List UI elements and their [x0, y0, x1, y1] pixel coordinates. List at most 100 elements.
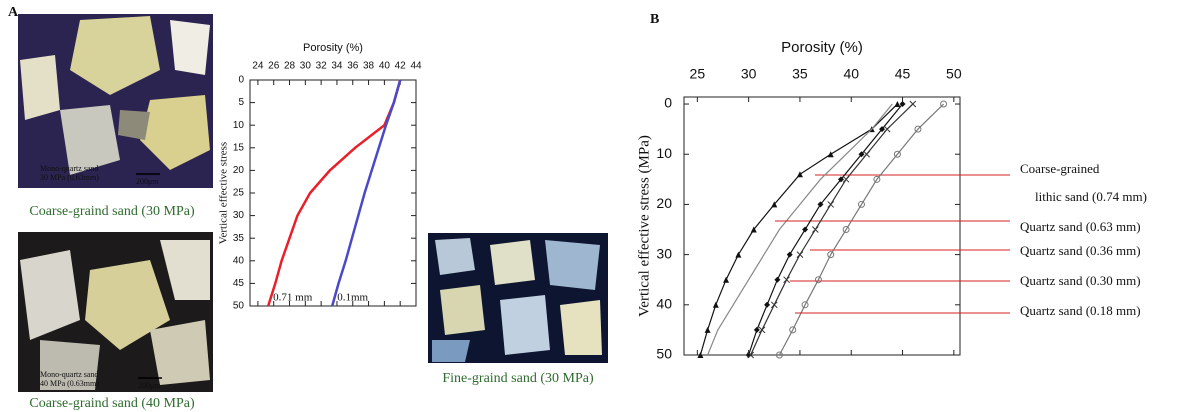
inset-text: Mono-quartz sand: [40, 370, 98, 379]
marker: [940, 100, 948, 108]
y-tick-label: 35: [233, 233, 245, 244]
marker: [817, 201, 824, 208]
marker: [801, 301, 809, 309]
marker: [712, 301, 719, 308]
x-tick-label: 30: [741, 66, 757, 82]
x-tick-label: 28: [284, 61, 296, 72]
micrograph: Mono-quartz sand 40 MPa (0.63mm) 200μm: [18, 232, 213, 392]
marker: [774, 276, 781, 283]
series-label: Quartz sand (0.18 mm): [1020, 303, 1141, 318]
x-tick-label: 50: [946, 66, 962, 82]
y-axis-title: Vertical effective stress: [218, 142, 230, 244]
y-tick-label: 15: [233, 142, 245, 153]
inset-text: 40 MPa (0.63mm): [40, 379, 99, 388]
panel-label: B: [650, 12, 659, 27]
series-label: Quartz sand (0.36 mm): [1020, 243, 1141, 258]
plot-frame: [683, 96, 961, 356]
marker: [863, 150, 870, 158]
marker: [883, 125, 891, 133]
marker: [764, 301, 771, 308]
marker: [789, 326, 797, 334]
y-tick-label: 50: [233, 301, 245, 312]
marker: [811, 226, 819, 233]
scale-text: 200μm: [138, 381, 161, 390]
series-label: Quartz sand (0.30 mm): [1020, 273, 1141, 288]
x-tick-label: 38: [363, 61, 375, 72]
marker: [796, 251, 804, 258]
series-label: 0.1mm: [337, 292, 368, 304]
marker: [747, 351, 755, 359]
y-tick-label: 0: [664, 95, 672, 111]
y-tick-label: 25: [233, 188, 245, 199]
x-tick-label: 35: [792, 66, 808, 82]
caption: Fine-graind sand (30 MPa): [442, 371, 594, 386]
y-tick-label: 5: [238, 97, 244, 108]
marker: [770, 301, 778, 309]
marker: [771, 201, 778, 208]
y-tick-label: 40: [233, 255, 245, 266]
marker: [753, 326, 760, 333]
marker: [697, 352, 704, 358]
marker: [827, 151, 834, 158]
x-tick-label: 32: [316, 61, 328, 72]
marker: [842, 175, 850, 183]
x-tick-label: 30: [300, 61, 312, 72]
marker: [893, 150, 901, 158]
x-tick-label: 45: [895, 66, 911, 82]
inset-text: 30 MPa (0.63mm): [40, 173, 99, 182]
marker: [745, 352, 752, 358]
marker: [842, 226, 850, 234]
marker: [858, 151, 865, 158]
series-label: Quartz sand (0.63 mm): [1020, 219, 1141, 234]
series-line: [750, 103, 914, 356]
marker: [858, 200, 866, 208]
marker: [814, 276, 822, 284]
y-tick-label: 10: [656, 145, 672, 161]
x-axis-title: Porosity (%): [781, 39, 863, 56]
marker: [837, 176, 844, 183]
marker: [704, 326, 711, 333]
micrograph: [428, 233, 608, 363]
y-tick-label: 0: [238, 75, 244, 86]
y-tick-label: 30: [233, 210, 245, 221]
marker: [879, 126, 886, 133]
marker: [775, 351, 783, 359]
marker: [873, 175, 881, 183]
x-tick-label: 40: [379, 61, 391, 72]
marker: [786, 251, 793, 258]
x-tick-label: 44: [410, 61, 422, 72]
marker: [723, 276, 730, 283]
panel-label: A: [8, 5, 19, 20]
y-tick-label: 40: [656, 296, 672, 312]
y-tick-label: 50: [656, 346, 672, 362]
x-tick-label: 34: [331, 61, 343, 72]
marker: [735, 251, 742, 258]
y-tick-label: 20: [233, 165, 245, 176]
marker: [750, 226, 757, 233]
x-tick-label: 24: [252, 61, 264, 72]
marker: [914, 125, 922, 133]
inset-text: Mono-quartz sand: [40, 164, 98, 173]
series-label: lithic sand (0.74 mm): [1035, 189, 1147, 204]
x-tick-label: 40: [843, 66, 859, 82]
series-line: [707, 103, 893, 356]
marker: [783, 276, 790, 284]
marker: [802, 226, 809, 233]
series-line: [266, 79, 402, 307]
y-tick-label: 10: [233, 120, 245, 131]
series-line: [331, 79, 402, 307]
marker: [758, 326, 766, 334]
marker: [827, 201, 835, 208]
x-axis-title: Porosity (%): [303, 42, 363, 54]
y-tick-label: 20: [656, 195, 672, 211]
marker: [899, 101, 906, 108]
marker: [827, 251, 835, 259]
marker: [894, 101, 901, 108]
series-label: Coarse-grained: [1020, 161, 1100, 176]
x-tick-label: 26: [268, 61, 280, 72]
x-tick-label: 42: [395, 61, 407, 72]
caption: Coarse-graind sand (30 MPa): [29, 204, 195, 219]
micrograph: Mono-quartz sand 30 MPa (0.63mm) 200μm: [18, 14, 213, 188]
